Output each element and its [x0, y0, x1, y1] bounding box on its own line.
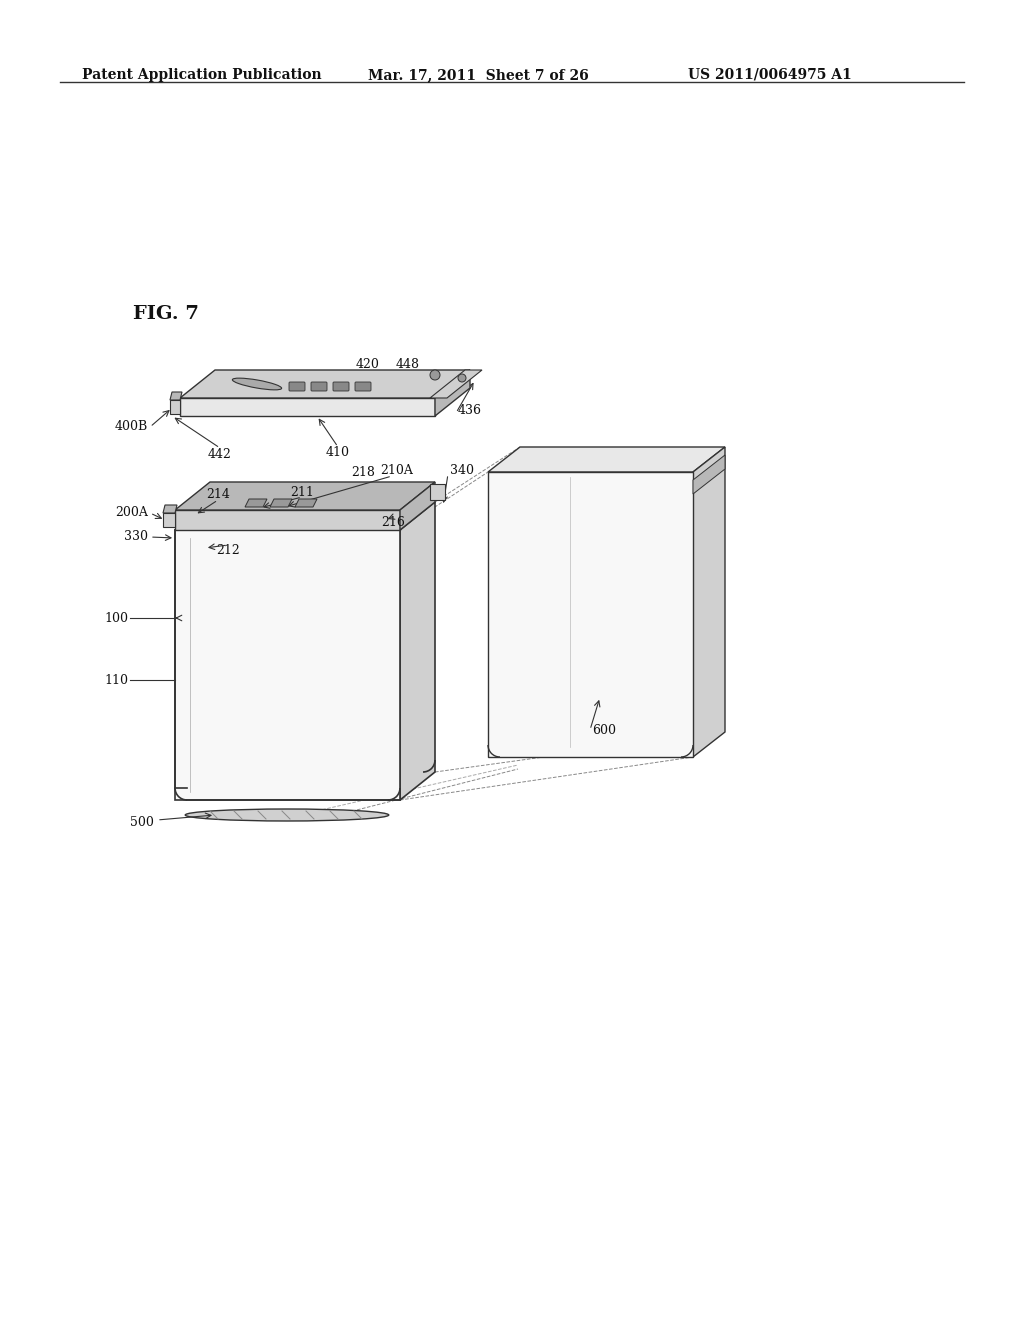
Text: Patent Application Publication: Patent Application Publication [82, 69, 322, 82]
FancyBboxPatch shape [333, 381, 349, 391]
Text: 216: 216 [381, 516, 404, 528]
Text: 211: 211 [290, 486, 314, 499]
Polygon shape [170, 392, 182, 400]
Polygon shape [430, 484, 445, 500]
Text: 436: 436 [458, 404, 482, 417]
Polygon shape [430, 370, 482, 399]
Text: 500: 500 [130, 816, 154, 829]
Polygon shape [170, 400, 180, 414]
Text: 442: 442 [208, 447, 232, 461]
Text: 340: 340 [450, 465, 474, 478]
Polygon shape [693, 455, 725, 494]
Text: 330: 330 [124, 531, 148, 544]
Polygon shape [163, 513, 175, 527]
Text: 218: 218 [351, 466, 375, 479]
Text: 212: 212 [216, 544, 240, 557]
Polygon shape [270, 499, 292, 507]
Polygon shape [175, 531, 400, 800]
Text: 200A: 200A [115, 507, 148, 520]
Ellipse shape [185, 809, 389, 821]
Polygon shape [295, 499, 317, 507]
Polygon shape [400, 482, 435, 531]
Text: US 2011/0064975 A1: US 2011/0064975 A1 [688, 69, 852, 82]
Polygon shape [488, 447, 725, 473]
Polygon shape [175, 482, 435, 510]
Text: 210A: 210A [381, 465, 414, 478]
Polygon shape [693, 447, 725, 756]
Ellipse shape [232, 378, 282, 389]
Polygon shape [488, 473, 693, 756]
Text: 410: 410 [326, 446, 350, 458]
Polygon shape [245, 499, 267, 507]
Text: 444: 444 [216, 393, 240, 407]
Polygon shape [163, 506, 177, 513]
Text: 420: 420 [356, 359, 380, 371]
Circle shape [430, 370, 440, 380]
Polygon shape [175, 510, 400, 531]
Polygon shape [180, 399, 435, 416]
Polygon shape [180, 370, 470, 399]
FancyBboxPatch shape [355, 381, 371, 391]
Text: 448: 448 [396, 359, 420, 371]
Text: 110: 110 [104, 673, 128, 686]
Text: 600: 600 [592, 723, 616, 737]
Text: 400B: 400B [115, 421, 148, 433]
Text: 214: 214 [206, 488, 230, 502]
Text: FIG. 7: FIG. 7 [133, 305, 199, 323]
Text: 100: 100 [104, 611, 128, 624]
Polygon shape [175, 502, 435, 531]
Polygon shape [400, 502, 435, 800]
FancyBboxPatch shape [289, 381, 305, 391]
Circle shape [458, 374, 466, 381]
FancyBboxPatch shape [311, 381, 327, 391]
Polygon shape [435, 370, 470, 416]
Text: Mar. 17, 2011  Sheet 7 of 26: Mar. 17, 2011 Sheet 7 of 26 [368, 69, 589, 82]
